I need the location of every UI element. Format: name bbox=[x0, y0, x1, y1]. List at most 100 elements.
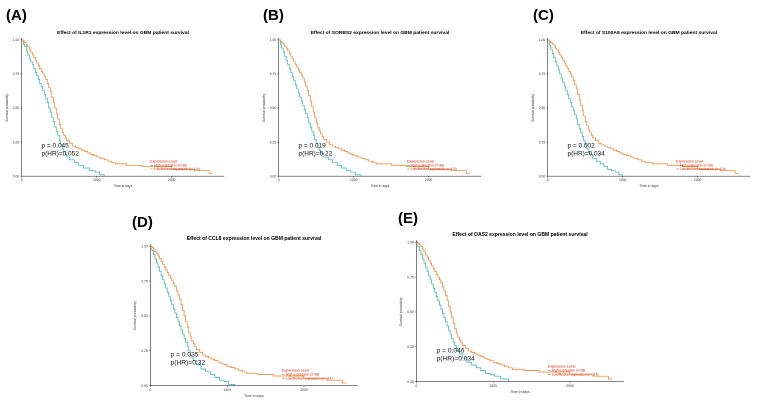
y-tick-label: 0.25 bbox=[270, 140, 277, 144]
y-axis-label: Survival probability bbox=[5, 94, 9, 122]
p-value-text: p = 0.035 bbox=[171, 351, 199, 358]
y-axis-label: Survival probability bbox=[262, 94, 266, 122]
legend-entry-high: High expression (n=38) bbox=[680, 163, 713, 167]
legend-entry-low: Low/Medium expression (n=114) bbox=[286, 376, 333, 380]
p-hr-text: p(HR)=0.034 bbox=[437, 356, 476, 363]
y-tick-label: 0.00 bbox=[407, 380, 414, 384]
x-tick-label: 1000 bbox=[223, 388, 231, 392]
survival-curve-low bbox=[547, 39, 739, 174]
y-tick-label: 0.50 bbox=[270, 106, 277, 110]
chart-title: Effect of OAS2 expression level on GBM p… bbox=[452, 232, 588, 238]
survival-curve-high bbox=[150, 245, 236, 386]
y-axis-label: Survival probability bbox=[133, 301, 137, 330]
y-tick-label: 0.50 bbox=[13, 106, 20, 110]
survival-curve-low bbox=[150, 245, 347, 384]
legend-title: Expression Level bbox=[548, 365, 576, 369]
y-tick-label: 0.00 bbox=[539, 174, 546, 178]
p-value-text: p = 0.019 bbox=[299, 143, 327, 150]
chart-title: Effect of SORBS2 expression level on GBM… bbox=[311, 30, 450, 36]
y-tick-label: 1.00 bbox=[407, 240, 414, 244]
y-tick-label: 1.00 bbox=[141, 244, 148, 248]
legend-entry-high: High expression (n=38) bbox=[154, 163, 187, 167]
survival-curve-low bbox=[21, 39, 213, 174]
x-tick-label: 0 bbox=[547, 178, 549, 182]
x-tick-label: 2000 bbox=[694, 178, 702, 182]
x-axis-label: Time in days bbox=[371, 184, 390, 188]
x-tick-label: 1000 bbox=[489, 384, 497, 388]
y-tick-label: 0.50 bbox=[539, 106, 546, 110]
y-tick-label: 0.00 bbox=[13, 174, 20, 178]
x-tick-label: 2000 bbox=[566, 384, 574, 388]
x-tick-label: 0 bbox=[415, 384, 417, 388]
x-axis-label: Time in days bbox=[244, 394, 264, 398]
panel-label-b: (B) bbox=[263, 7, 284, 24]
y-tick-label: 1.00 bbox=[13, 38, 20, 42]
x-tick-label: 2000 bbox=[168, 178, 176, 182]
y-tick-label: 0.75 bbox=[13, 72, 20, 76]
legend-entry-low: Low/Medium expression (n=114) bbox=[552, 372, 599, 376]
km-plot-e: Effect of OAS2 expression level on GBM p… bbox=[399, 232, 624, 394]
x-axis-label: Time in days bbox=[114, 184, 133, 188]
y-tick-label: 0.75 bbox=[270, 72, 277, 76]
legend-entry-low: Low/Medium expression (n=114) bbox=[680, 167, 726, 171]
y-tick-label: 0.00 bbox=[141, 384, 148, 388]
chart-title: Effect of S100A8 expression level on GBM… bbox=[581, 30, 718, 36]
y-tick-label: 0.25 bbox=[141, 349, 148, 353]
chart-title: Effect of CCL8 expression level on GBM p… bbox=[187, 236, 322, 242]
legend-entry-high: High expression (n=38) bbox=[552, 369, 585, 373]
x-tick-label: 2000 bbox=[425, 178, 433, 182]
y-tick-label: 0.75 bbox=[141, 279, 148, 283]
legend-title: Expression Level bbox=[676, 159, 703, 163]
survival-curve-high bbox=[547, 39, 624, 177]
panel-label-c: (C) bbox=[533, 7, 554, 24]
p-hr-text: p(HR)=0.22 bbox=[299, 150, 333, 157]
panel-label-a: (A) bbox=[6, 7, 27, 24]
x-axis-label: Time in days bbox=[640, 184, 659, 188]
p-value-text: p = 0.002 bbox=[568, 143, 596, 150]
legend-title: Expression Level bbox=[282, 369, 310, 373]
y-tick-label: 0.75 bbox=[539, 72, 546, 76]
legend-title: Expression Level bbox=[150, 159, 177, 163]
km-plot-d: Effect of CCL8 expression level on GBM p… bbox=[133, 236, 358, 398]
x-axis-label: Time in days bbox=[510, 390, 530, 394]
x-tick-label: 0 bbox=[278, 178, 280, 182]
x-tick-label: 1000 bbox=[619, 178, 627, 182]
x-tick-label: 0 bbox=[149, 388, 151, 392]
panel-label-e: (E) bbox=[398, 210, 418, 227]
y-tick-label: 0.75 bbox=[407, 275, 414, 279]
survival-curve-high bbox=[21, 39, 105, 177]
y-tick-label: 1.00 bbox=[539, 38, 546, 42]
p-hr-text: p(HR)=0.32 bbox=[171, 360, 206, 367]
y-tick-label: 0.25 bbox=[539, 140, 546, 144]
panel-label-d: (D) bbox=[132, 214, 153, 231]
x-tick-label: 1000 bbox=[350, 178, 358, 182]
y-tick-label: 1.00 bbox=[270, 38, 277, 42]
y-axis-label: Survival probability bbox=[531, 94, 535, 122]
x-tick-label: 1000 bbox=[93, 178, 101, 182]
chart-title: Effect of IL1R1 expression level on GBM … bbox=[57, 30, 189, 36]
y-axis-label: Survival probability bbox=[399, 297, 403, 326]
survival-curve-low bbox=[416, 241, 613, 380]
km-plot-b: Effect of SORBS2 expression level on GBM… bbox=[262, 30, 482, 188]
legend-entry-high: High expression (n=38) bbox=[411, 163, 444, 167]
p-hr-text: p(HR)=0.052 bbox=[42, 150, 80, 157]
x-tick-label: 0 bbox=[21, 178, 23, 182]
legend-entry-low: Low/Medium expression (n=114) bbox=[411, 167, 457, 171]
p-value-text: p = 0.046 bbox=[437, 347, 465, 354]
y-tick-label: 0.25 bbox=[407, 345, 414, 349]
x-tick-label: 2000 bbox=[300, 388, 308, 392]
km-plot-c: Effect of S100A8 expression level on GBM… bbox=[531, 30, 751, 188]
y-tick-label: 0.25 bbox=[13, 140, 20, 144]
km-plot-a: Effect of IL1R1 expression level on GBM … bbox=[5, 30, 225, 188]
y-tick-label: 0.50 bbox=[141, 314, 148, 318]
p-hr-text: p(HR)=0.034 bbox=[568, 150, 606, 157]
legend-title: Expression Level bbox=[407, 159, 434, 163]
p-value-text: p = 0.045 bbox=[42, 143, 70, 150]
legend-entry-high: High expression (n=38) bbox=[286, 373, 319, 377]
survival-curve-low bbox=[278, 39, 470, 174]
y-tick-label: 0.50 bbox=[407, 310, 414, 314]
y-tick-label: 0.00 bbox=[270, 174, 277, 178]
survival-curve-high bbox=[416, 241, 509, 382]
legend-entry-low: Low/Medium expression (n=114) bbox=[154, 167, 200, 171]
survival-curve-high bbox=[278, 39, 362, 177]
